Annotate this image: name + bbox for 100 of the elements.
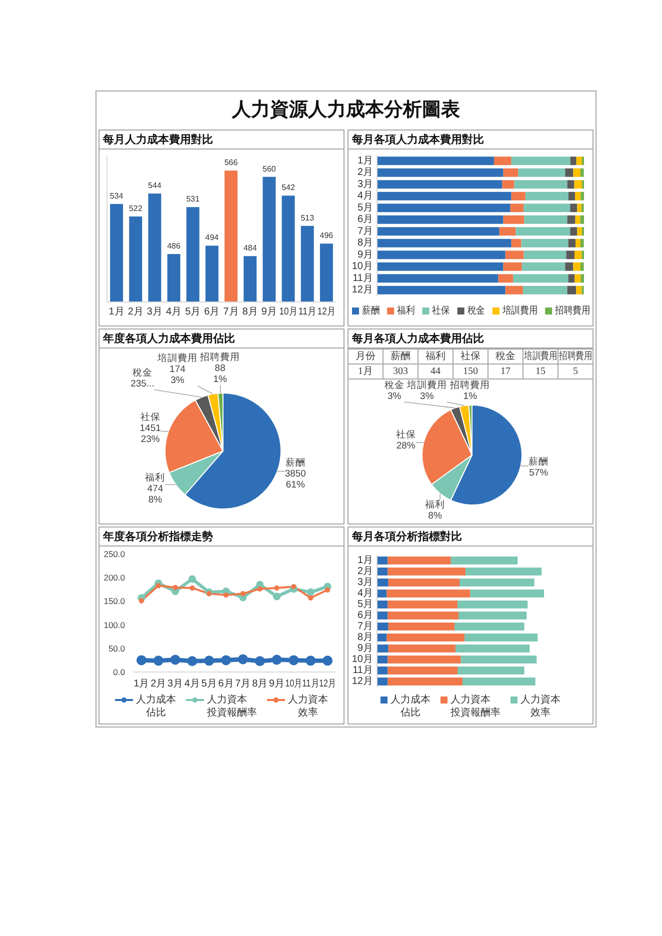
text: 薪酬 [390, 350, 410, 362]
bar [576, 238, 580, 248]
bar [524, 215, 568, 224]
slice-label: 福利 [425, 498, 446, 511]
bar [388, 578, 460, 586]
y-tick-label: 50.0 [108, 643, 126, 654]
bar [580, 274, 584, 283]
bar [377, 678, 388, 686]
data-label: 8% [428, 510, 442, 522]
y-tick-label: 3月 [357, 178, 373, 190]
bar [494, 156, 512, 166]
text: 月份 [356, 351, 376, 362]
bar [457, 600, 528, 608]
bar [388, 612, 458, 620]
point [306, 588, 314, 596]
data-label: 484 [243, 244, 258, 253]
point [206, 591, 212, 596]
bar [503, 215, 524, 224]
legend-label: 人力成本佔比 [136, 694, 176, 718]
point [288, 655, 299, 666]
text: 44 [430, 366, 440, 377]
legend-label: 人力資本投資報酬率 [206, 694, 257, 718]
legend-label: 人力資本效率 [288, 694, 328, 718]
x-tick-label: 6月 [204, 306, 220, 318]
y-tick-label: 2月 [357, 566, 373, 577]
bar [521, 238, 568, 248]
data-label: 494 [205, 233, 220, 242]
bar [460, 656, 537, 664]
bar [386, 590, 470, 598]
bar [567, 180, 574, 189]
bar [577, 204, 582, 212]
y-tick-label: 12月 [352, 284, 373, 296]
y-tick-label: 150.0 [104, 596, 126, 606]
bar [522, 262, 566, 271]
bar [455, 644, 530, 652]
point [254, 656, 265, 666]
bar [457, 666, 524, 674]
point [172, 584, 178, 590]
x-tick-label: 3月 [168, 678, 184, 690]
bar [377, 590, 387, 598]
data-label: 1% [463, 391, 478, 402]
y-tick-label: 10月 [352, 261, 373, 272]
bar [388, 568, 466, 576]
bar [518, 168, 566, 177]
bar [377, 656, 388, 664]
bar [377, 192, 512, 200]
bar [470, 590, 544, 598]
bar [377, 600, 388, 608]
bar [388, 556, 451, 564]
bar [574, 274, 581, 283]
x-tick-label: 12月 [317, 306, 339, 318]
bar [388, 656, 461, 664]
point [204, 656, 214, 666]
text: 人力資源人力成本分析圖表 [231, 98, 461, 120]
y-tick-label: 8月 [357, 632, 373, 643]
text: 福利 [426, 350, 446, 362]
y-tick-label: 3月 [357, 577, 373, 588]
bar [388, 622, 454, 630]
y-tick-label: 200.0 [104, 572, 126, 583]
point [306, 656, 316, 666]
bar [377, 578, 388, 586]
point [138, 598, 144, 604]
bar [505, 286, 523, 294]
bar [570, 204, 578, 212]
bar [388, 678, 463, 686]
point [257, 586, 262, 592]
text: 17 [500, 366, 510, 377]
bar [580, 192, 584, 200]
bar [525, 192, 568, 200]
chart-title: 年度各項分析指標走勢 [102, 530, 213, 543]
point [190, 585, 195, 591]
legend-label: 社保 [432, 304, 452, 316]
bar [570, 227, 578, 236]
chart-title: 年度各項人力成本費用佔比 [102, 332, 235, 345]
bar [505, 250, 524, 260]
bar [574, 250, 582, 260]
data-label: 531 [186, 194, 200, 204]
text: 5 [573, 366, 578, 377]
bar [386, 634, 465, 642]
bar [377, 215, 504, 224]
bar [377, 644, 388, 652]
bar [388, 666, 458, 674]
data-label: 1451 23% [140, 423, 161, 446]
bar [377, 286, 506, 294]
bar [511, 156, 570, 166]
text: 社保 [460, 350, 480, 362]
bar [576, 286, 582, 294]
x-tick-label: 9月 [269, 678, 285, 690]
y-tick-label: 9月 [357, 249, 373, 260]
y-tick-label: 5月 [357, 202, 373, 214]
bar [574, 180, 582, 189]
bar [570, 156, 576, 166]
slice-label: 招聘費用 [199, 351, 240, 364]
bar [568, 274, 575, 283]
slice-label: 稅金 [384, 379, 404, 391]
bar [377, 204, 510, 212]
bar [575, 215, 580, 224]
y-tick-label: 1月 [357, 555, 373, 566]
y-tick-label: 7月 [357, 226, 373, 237]
y-tick-label: 6月 [357, 610, 373, 621]
